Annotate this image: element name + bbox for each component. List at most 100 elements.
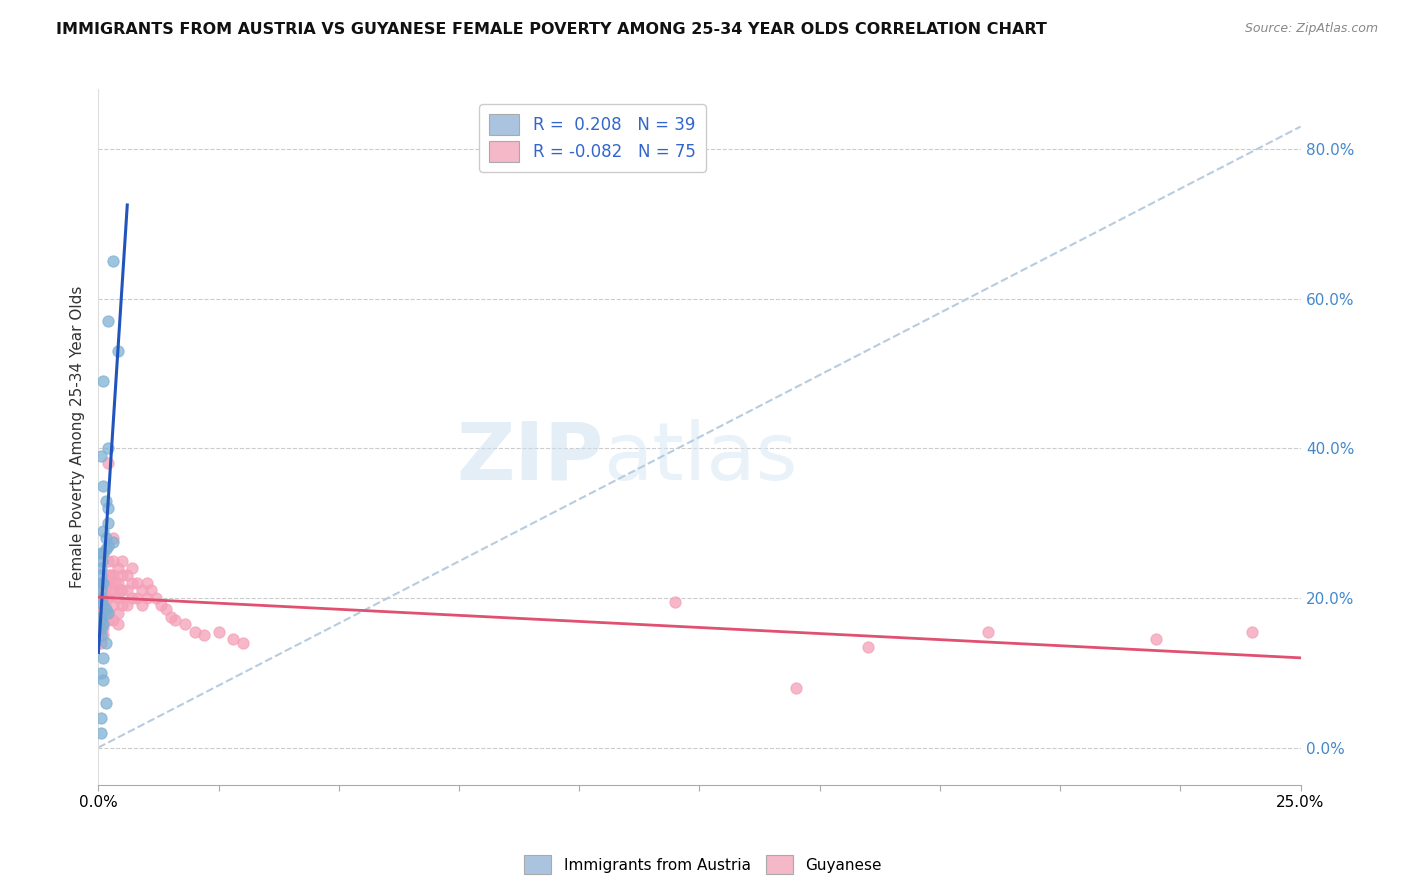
Point — [97, 568, 120, 582]
Point — [91, 546, 114, 560]
Point — [125, 591, 148, 605]
Point — [97, 606, 120, 620]
Point — [183, 624, 205, 639]
Point — [101, 583, 124, 598]
Point — [159, 609, 181, 624]
Point — [90, 583, 112, 598]
Point — [90, 546, 112, 560]
Point — [977, 624, 1000, 639]
Point — [90, 628, 112, 642]
Point — [111, 599, 134, 613]
Point — [141, 583, 163, 598]
Point — [94, 493, 117, 508]
Point — [91, 606, 114, 620]
Point — [91, 617, 114, 632]
Point — [101, 553, 124, 567]
Point — [91, 576, 114, 591]
Point — [90, 711, 112, 725]
Point — [121, 591, 143, 605]
Point — [91, 609, 114, 624]
Point — [101, 613, 124, 627]
Point — [97, 501, 120, 516]
Point — [856, 640, 879, 654]
Point — [90, 609, 112, 624]
Point — [90, 725, 112, 739]
Point — [101, 531, 124, 545]
Point — [97, 591, 120, 605]
Point — [107, 576, 129, 591]
Point — [91, 650, 114, 665]
Point — [90, 636, 112, 650]
Point — [91, 591, 114, 605]
Point — [664, 595, 686, 609]
Point — [145, 591, 167, 605]
Point — [208, 624, 231, 639]
Point — [131, 583, 153, 598]
Point — [91, 673, 114, 688]
Point — [117, 599, 139, 613]
Point — [97, 539, 120, 553]
Point — [94, 636, 117, 650]
Point — [155, 602, 177, 616]
Point — [90, 591, 112, 605]
Point — [97, 442, 120, 456]
Point — [90, 568, 112, 582]
Point — [91, 591, 114, 605]
Point — [94, 696, 117, 710]
Point — [97, 553, 120, 567]
Point — [108, 583, 131, 598]
Point — [90, 621, 112, 635]
Point — [117, 568, 139, 582]
Point — [165, 613, 187, 627]
Point — [97, 456, 120, 470]
Text: atlas: atlas — [603, 419, 797, 497]
Point — [91, 479, 114, 493]
Point — [90, 665, 112, 680]
Point — [91, 621, 114, 635]
Point — [94, 591, 117, 605]
Point — [107, 344, 129, 359]
Point — [135, 591, 157, 605]
Point — [135, 576, 157, 591]
Point — [107, 617, 129, 632]
Point — [111, 583, 134, 598]
Point — [90, 613, 112, 627]
Point — [222, 632, 245, 646]
Text: ZIP: ZIP — [456, 419, 603, 497]
Point — [121, 561, 143, 575]
Point — [131, 599, 153, 613]
Point — [174, 617, 197, 632]
Point — [121, 576, 143, 591]
Point — [91, 599, 114, 613]
Point — [90, 628, 112, 642]
Point — [93, 583, 115, 598]
Point — [100, 583, 122, 598]
Text: Source: ZipAtlas.com: Source: ZipAtlas.com — [1244, 22, 1378, 36]
Point — [107, 561, 129, 575]
Point — [101, 599, 124, 613]
Point — [91, 576, 114, 591]
Point — [149, 599, 172, 613]
Point — [97, 606, 120, 620]
Point — [107, 606, 129, 620]
Point — [90, 613, 112, 627]
Point — [107, 591, 129, 605]
Point — [90, 606, 112, 620]
Point — [1144, 632, 1167, 646]
Point — [90, 561, 112, 575]
Point — [91, 628, 114, 642]
Point — [1241, 624, 1264, 639]
Point — [93, 599, 115, 613]
Text: IMMIGRANTS FROM AUSTRIA VS GUYANESE FEMALE POVERTY AMONG 25-34 YEAR OLDS CORRELA: IMMIGRANTS FROM AUSTRIA VS GUYANESE FEMA… — [56, 22, 1047, 37]
Point — [125, 576, 148, 591]
Point — [90, 449, 112, 463]
Point — [94, 606, 117, 620]
Legend: R =  0.208   N = 39, R = -0.082   N = 75: R = 0.208 N = 39, R = -0.082 N = 75 — [479, 104, 706, 172]
Point — [232, 636, 254, 650]
Point — [91, 599, 114, 613]
Point — [101, 534, 124, 549]
Point — [97, 613, 120, 627]
Point — [97, 516, 120, 530]
Point — [101, 568, 124, 582]
Point — [90, 576, 112, 591]
